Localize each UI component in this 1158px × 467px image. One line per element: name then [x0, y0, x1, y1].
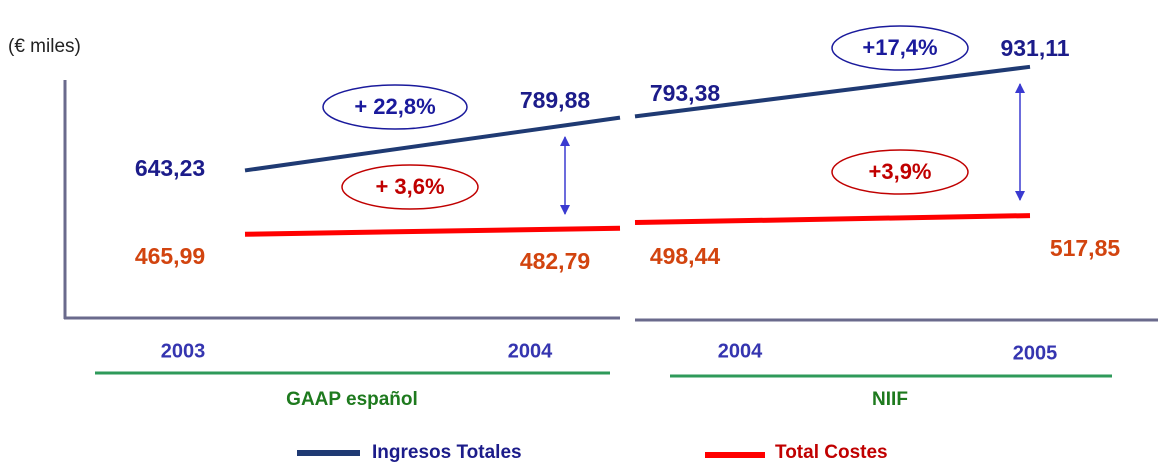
legend-label: Ingresos Totales [372, 442, 522, 463]
value-label: 931,11 [1000, 35, 1069, 61]
series-line [634, 64, 1031, 119]
annotation: +3,9% [869, 159, 932, 184]
series-line [244, 225, 621, 237]
x-tick-label: 2004 [508, 340, 553, 362]
annotation: +17,4% [862, 35, 937, 60]
annotation-ellipse [322, 84, 468, 130]
group-label: NIIF [872, 389, 908, 410]
value-label: 643,23 [135, 155, 205, 181]
x-tick-label: 2004 [718, 340, 763, 362]
annotation-ellipse [341, 164, 479, 210]
value-label: 789,88 [520, 87, 591, 113]
series-line [634, 213, 1031, 226]
series-line [244, 115, 621, 173]
annotation: + 3,6% [375, 174, 444, 199]
annotation: + 22,8% [354, 94, 435, 119]
value-label: 793,38 [650, 80, 721, 106]
value-label: 482,79 [520, 248, 590, 274]
annotation-ellipse [831, 149, 969, 195]
legend-label: Total Costes [775, 442, 888, 463]
value-label: 465,99 [135, 243, 205, 269]
x-tick-label: 2003 [161, 340, 206, 362]
group-label: GAAP español [286, 389, 418, 410]
annotation-ellipse [831, 25, 969, 71]
value-label: 498,44 [650, 243, 721, 269]
x-tick-label: 2005 [1013, 342, 1058, 364]
unit-label: (€ miles) [8, 36, 81, 57]
value-label: 517,85 [1050, 235, 1121, 261]
